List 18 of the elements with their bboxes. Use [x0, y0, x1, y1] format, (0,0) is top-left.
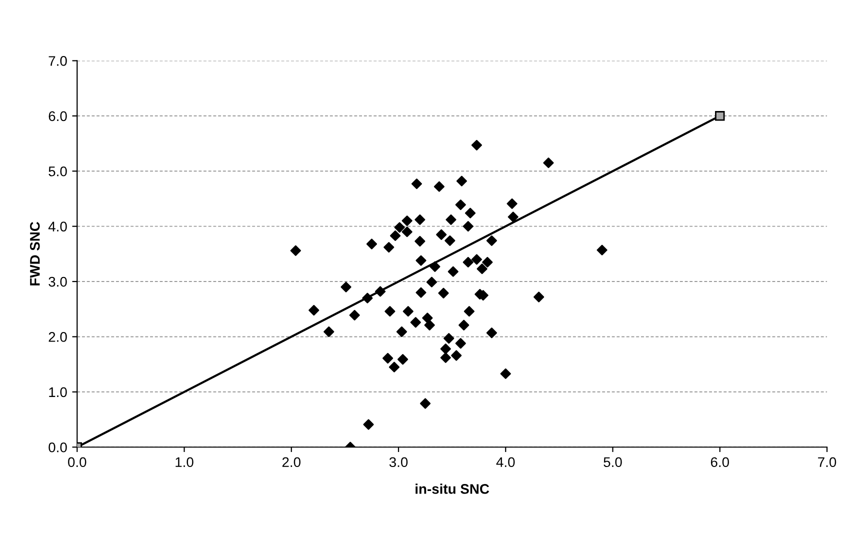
y-tick-label: 1.0 [49, 387, 67, 398]
x-tick-label: 3.0 [389, 457, 408, 468]
y-tick-label: 0.0 [48, 442, 67, 452]
y-axis-title: FWD SNC [30, 222, 40, 286]
y-tick-label: 3.0 [48, 276, 67, 287]
y-tick-label: 2.0 [48, 332, 67, 342]
x-tick-label: 0.0 [68, 457, 86, 468]
x-tick-label: 5.0 [604, 457, 622, 468]
y-tick-label: 6.0 [48, 111, 67, 122]
y-tick-label: 5.0 [48, 166, 67, 176]
y-tick-label: 7.0 [48, 56, 67, 66]
x-tick-label: 7.0 [818, 457, 836, 468]
x-tick-label: 1.0 [176, 457, 194, 468]
x-tick-label: 2.0 [282, 457, 300, 468]
y-tick-label: 4.0 [48, 222, 67, 232]
x-tick-label: 4.0 [496, 457, 515, 468]
x-axis-title: in-situ SNC [416, 484, 490, 494]
x-tick-label: 6.0 [710, 457, 729, 468]
